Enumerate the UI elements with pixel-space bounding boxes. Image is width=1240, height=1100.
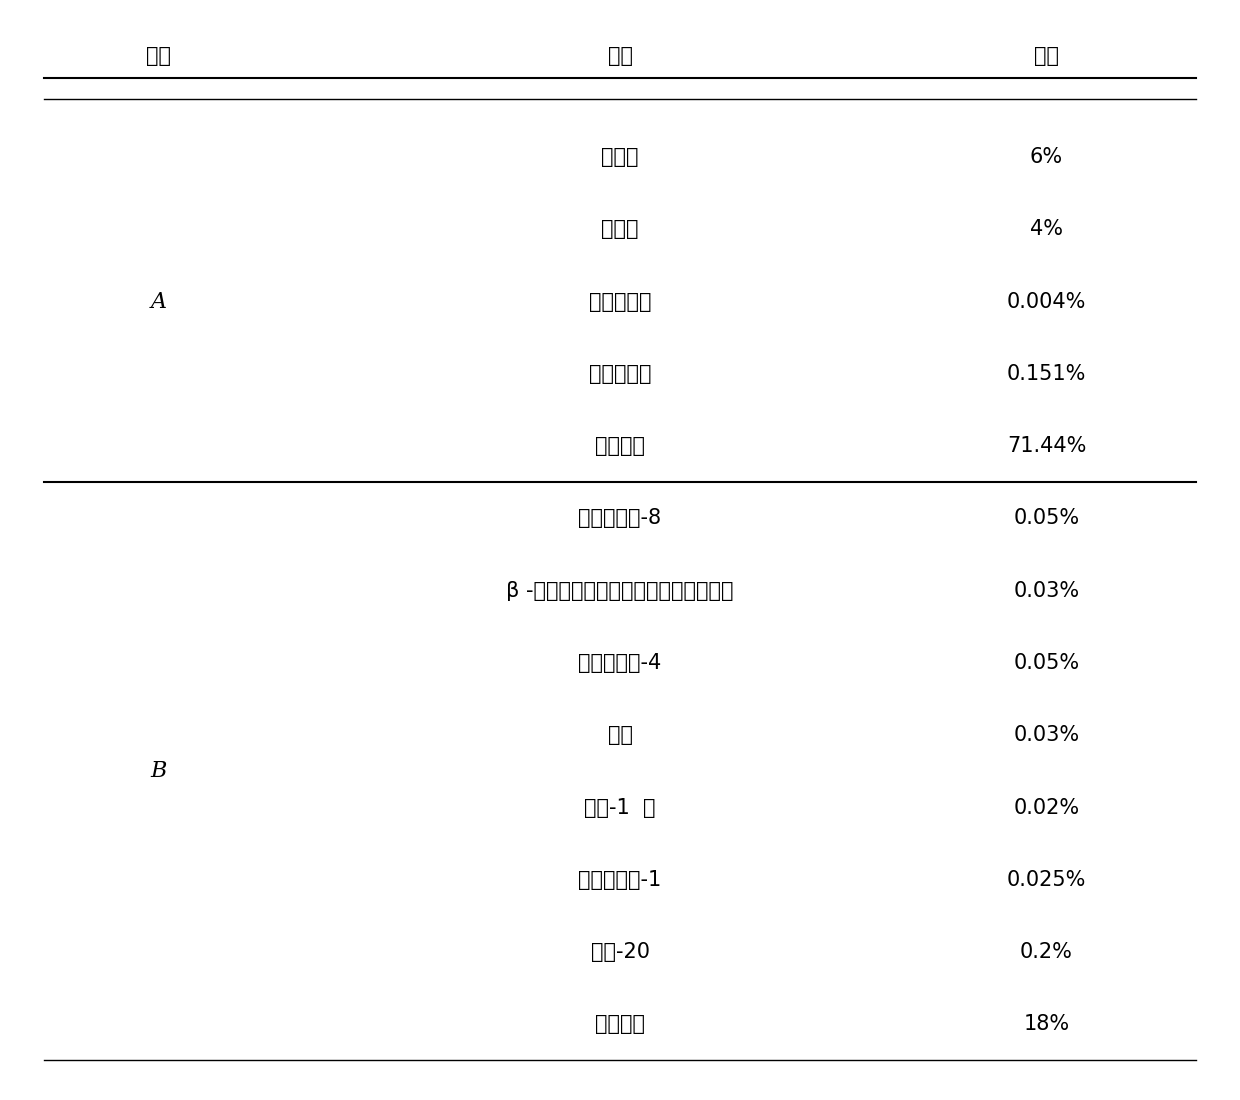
Text: B: B [151, 760, 167, 782]
Text: 0.03%: 0.03% [1013, 581, 1080, 601]
Text: 6%: 6% [1030, 147, 1063, 167]
Text: 0.05%: 0.05% [1013, 653, 1080, 673]
Text: 18%: 18% [1023, 1014, 1070, 1034]
Text: 磷酸氢二钠: 磷酸氢二钠 [589, 292, 651, 311]
Text: 三肽-1  铜: 三肽-1 铜 [584, 798, 656, 817]
Text: 0.025%: 0.025% [1007, 870, 1086, 890]
Text: 磷酸二氢钠: 磷酸二氢钠 [589, 364, 651, 384]
Text: 含量: 含量 [1034, 46, 1059, 66]
Text: 0.2%: 0.2% [1021, 942, 1073, 962]
Text: 0.02%: 0.02% [1013, 798, 1080, 817]
Text: 棕榈酰五肽-4: 棕榈酰五肽-4 [578, 653, 662, 673]
Text: 海藻糖: 海藻糖 [601, 219, 639, 240]
Text: 肌肽: 肌肽 [608, 725, 632, 746]
Text: 71.44%: 71.44% [1007, 437, 1086, 456]
Text: 0.004%: 0.004% [1007, 292, 1086, 311]
Text: 0.03%: 0.03% [1013, 725, 1080, 746]
Text: 注射用水: 注射用水 [595, 437, 645, 456]
Text: 注射用水: 注射用水 [595, 1014, 645, 1034]
Text: 4%: 4% [1030, 219, 1063, 240]
Text: 0.05%: 0.05% [1013, 508, 1080, 528]
Text: 编号: 编号 [146, 46, 171, 66]
Text: A: A [151, 290, 167, 312]
Text: β -丙氨酰羟脯氨酰二氨基丁酰苄基酰胺: β -丙氨酰羟脯氨酰二氨基丁酰苄基酰胺 [506, 581, 734, 601]
Text: 甘露醇: 甘露醇 [601, 147, 639, 167]
Text: 乙酰基六肽-8: 乙酰基六肽-8 [578, 508, 662, 528]
Text: 0.151%: 0.151% [1007, 364, 1086, 384]
Text: 名称: 名称 [608, 46, 632, 66]
Text: 吐温-20: 吐温-20 [590, 942, 650, 962]
Text: 棕榈酰三肽-1: 棕榈酰三肽-1 [578, 870, 662, 890]
